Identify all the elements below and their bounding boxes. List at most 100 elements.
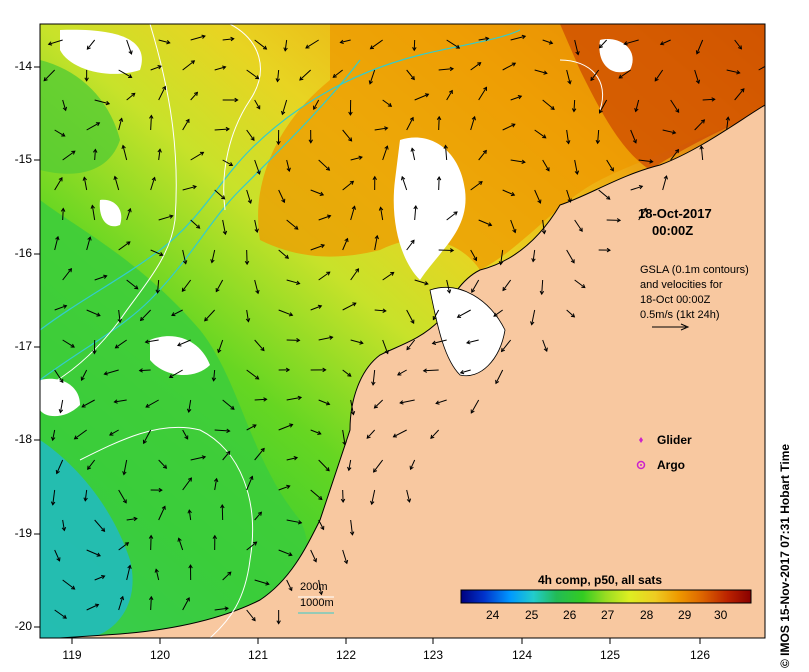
velocity-arrow-head bbox=[230, 36, 235, 42]
velocity-arrow bbox=[54, 549, 61, 562]
velocity-arrow-head bbox=[312, 558, 317, 563]
velocity-arrow bbox=[618, 69, 631, 79]
velocity-arrow-head bbox=[50, 501, 56, 506]
velocity-arrow bbox=[414, 205, 417, 221]
map-date: 18-Oct-2017 bbox=[638, 206, 712, 221]
velocity-arrow bbox=[62, 519, 65, 531]
velocity-arrow bbox=[574, 159, 578, 175]
velocity-arrow-head bbox=[296, 338, 301, 343]
velocity-arrow-head bbox=[155, 289, 160, 294]
velocity-arrow bbox=[446, 279, 451, 293]
velocity-arrow-head bbox=[449, 66, 455, 72]
velocity-arrow bbox=[597, 129, 600, 144]
velocity-arrow bbox=[254, 511, 262, 521]
velocity-arrow bbox=[286, 457, 298, 461]
velocity-arrow-head bbox=[86, 45, 91, 50]
velocity-arrow-head bbox=[58, 409, 64, 414]
velocity-arrow-head bbox=[695, 79, 701, 85]
velocity-arrow bbox=[470, 181, 483, 191]
velocity-arrow bbox=[87, 459, 96, 470]
velocity-arrow bbox=[182, 429, 189, 440]
velocity-arrow-head bbox=[288, 312, 294, 317]
velocity-arrow-head bbox=[736, 70, 741, 75]
velocity-arrow bbox=[393, 429, 407, 438]
velocity-arrow bbox=[318, 459, 330, 472]
velocity-arrow-head bbox=[319, 191, 325, 196]
velocity-arrow-head bbox=[84, 77, 89, 82]
glider-label: Glider bbox=[657, 433, 692, 447]
velocity-arrow bbox=[140, 309, 152, 321]
velocity-arrow-head bbox=[193, 91, 199, 96]
velocity-arrow-head bbox=[471, 115, 476, 121]
credit-label: © IMOS 15-Nov-2017 07:31 Hobart Time bbox=[778, 444, 792, 668]
velocity-arrow-head bbox=[296, 280, 301, 285]
velocity-arrow bbox=[150, 249, 163, 256]
velocity-arrow-head bbox=[424, 93, 430, 98]
velocity-arrow-head bbox=[250, 136, 255, 141]
velocity-arrow-head bbox=[245, 318, 251, 323]
velocity-arrow-head bbox=[117, 318, 122, 324]
velocity-arrow-head bbox=[574, 170, 580, 175]
velocity-arrow-head bbox=[410, 239, 415, 244]
map-frame bbox=[39, 23, 766, 639]
velocity-arrow-head bbox=[247, 199, 253, 204]
colorbar-tick: 27 bbox=[601, 608, 615, 622]
velocity-arrow bbox=[470, 62, 481, 71]
velocity-arrow bbox=[406, 240, 415, 251]
velocity-arrow bbox=[478, 150, 487, 161]
velocity-arrow-head bbox=[73, 435, 79, 440]
velocity-arrow bbox=[81, 369, 88, 381]
y-tick-label: -16 bbox=[14, 246, 32, 260]
velocity-arrow bbox=[222, 399, 235, 410]
velocity-arrow bbox=[278, 485, 290, 491]
velocity-arrow bbox=[62, 99, 67, 111]
velocity-arrow bbox=[318, 271, 331, 281]
velocity-arrow bbox=[318, 399, 330, 405]
velocity-arrow bbox=[86, 604, 99, 611]
velocity-arrow bbox=[318, 336, 333, 341]
velocity-arrow bbox=[214, 429, 230, 432]
cloud-gap bbox=[393, 137, 466, 280]
velocity-arrow-head bbox=[370, 500, 375, 506]
legend-line: 0.5m/s (1kt 24h) bbox=[640, 309, 720, 321]
velocity-arrow bbox=[214, 66, 226, 71]
velocity-arrow bbox=[542, 159, 550, 172]
velocity-arrow-head bbox=[413, 205, 418, 210]
velocity-arrow bbox=[59, 399, 64, 413]
velocity-arrow-head bbox=[225, 126, 230, 132]
velocity-arrow-head bbox=[103, 274, 108, 279]
velocity-arrow-head bbox=[101, 527, 106, 533]
velocity-arrow bbox=[277, 69, 280, 82]
velocity-arrow bbox=[406, 339, 416, 350]
velocity-arrow bbox=[114, 176, 120, 191]
velocity-arrow bbox=[406, 309, 415, 324]
velocity-arrow bbox=[350, 268, 359, 281]
velocity-arrow-head bbox=[512, 228, 517, 234]
velocity-arrow bbox=[574, 39, 579, 55]
gsla-contour bbox=[79, 426, 254, 638]
velocity-arrow-head bbox=[344, 237, 349, 243]
velocity-arrow bbox=[350, 519, 353, 535]
velocity-arrow bbox=[502, 62, 516, 71]
velocity-arrow-head bbox=[659, 41, 665, 46]
velocity-arrow bbox=[178, 538, 184, 551]
velocity-arrow-head bbox=[521, 159, 526, 165]
velocity-arrow bbox=[630, 185, 643, 191]
velocity-arrow bbox=[366, 429, 376, 439]
velocity-arrow bbox=[400, 399, 415, 404]
velocity-arrow-head bbox=[374, 234, 379, 240]
velocity-arrow bbox=[446, 211, 458, 221]
velocity-arrow-head bbox=[119, 595, 125, 601]
velocity-arrow bbox=[430, 429, 440, 439]
velocity-arrow bbox=[406, 489, 411, 503]
velocity-arrow-head bbox=[43, 77, 48, 82]
velocity-arrow bbox=[86, 237, 91, 251]
velocity-arrow-head bbox=[340, 498, 346, 503]
velocity-arrow-head bbox=[294, 225, 299, 230]
velocity-arrow-head bbox=[412, 46, 417, 52]
velocity-arrow-head bbox=[121, 144, 126, 150]
velocity-arrow bbox=[126, 279, 139, 290]
velocity-arrow-head bbox=[406, 498, 412, 503]
velocity-arrow-head bbox=[186, 408, 192, 414]
velocity-arrow bbox=[145, 339, 159, 343]
